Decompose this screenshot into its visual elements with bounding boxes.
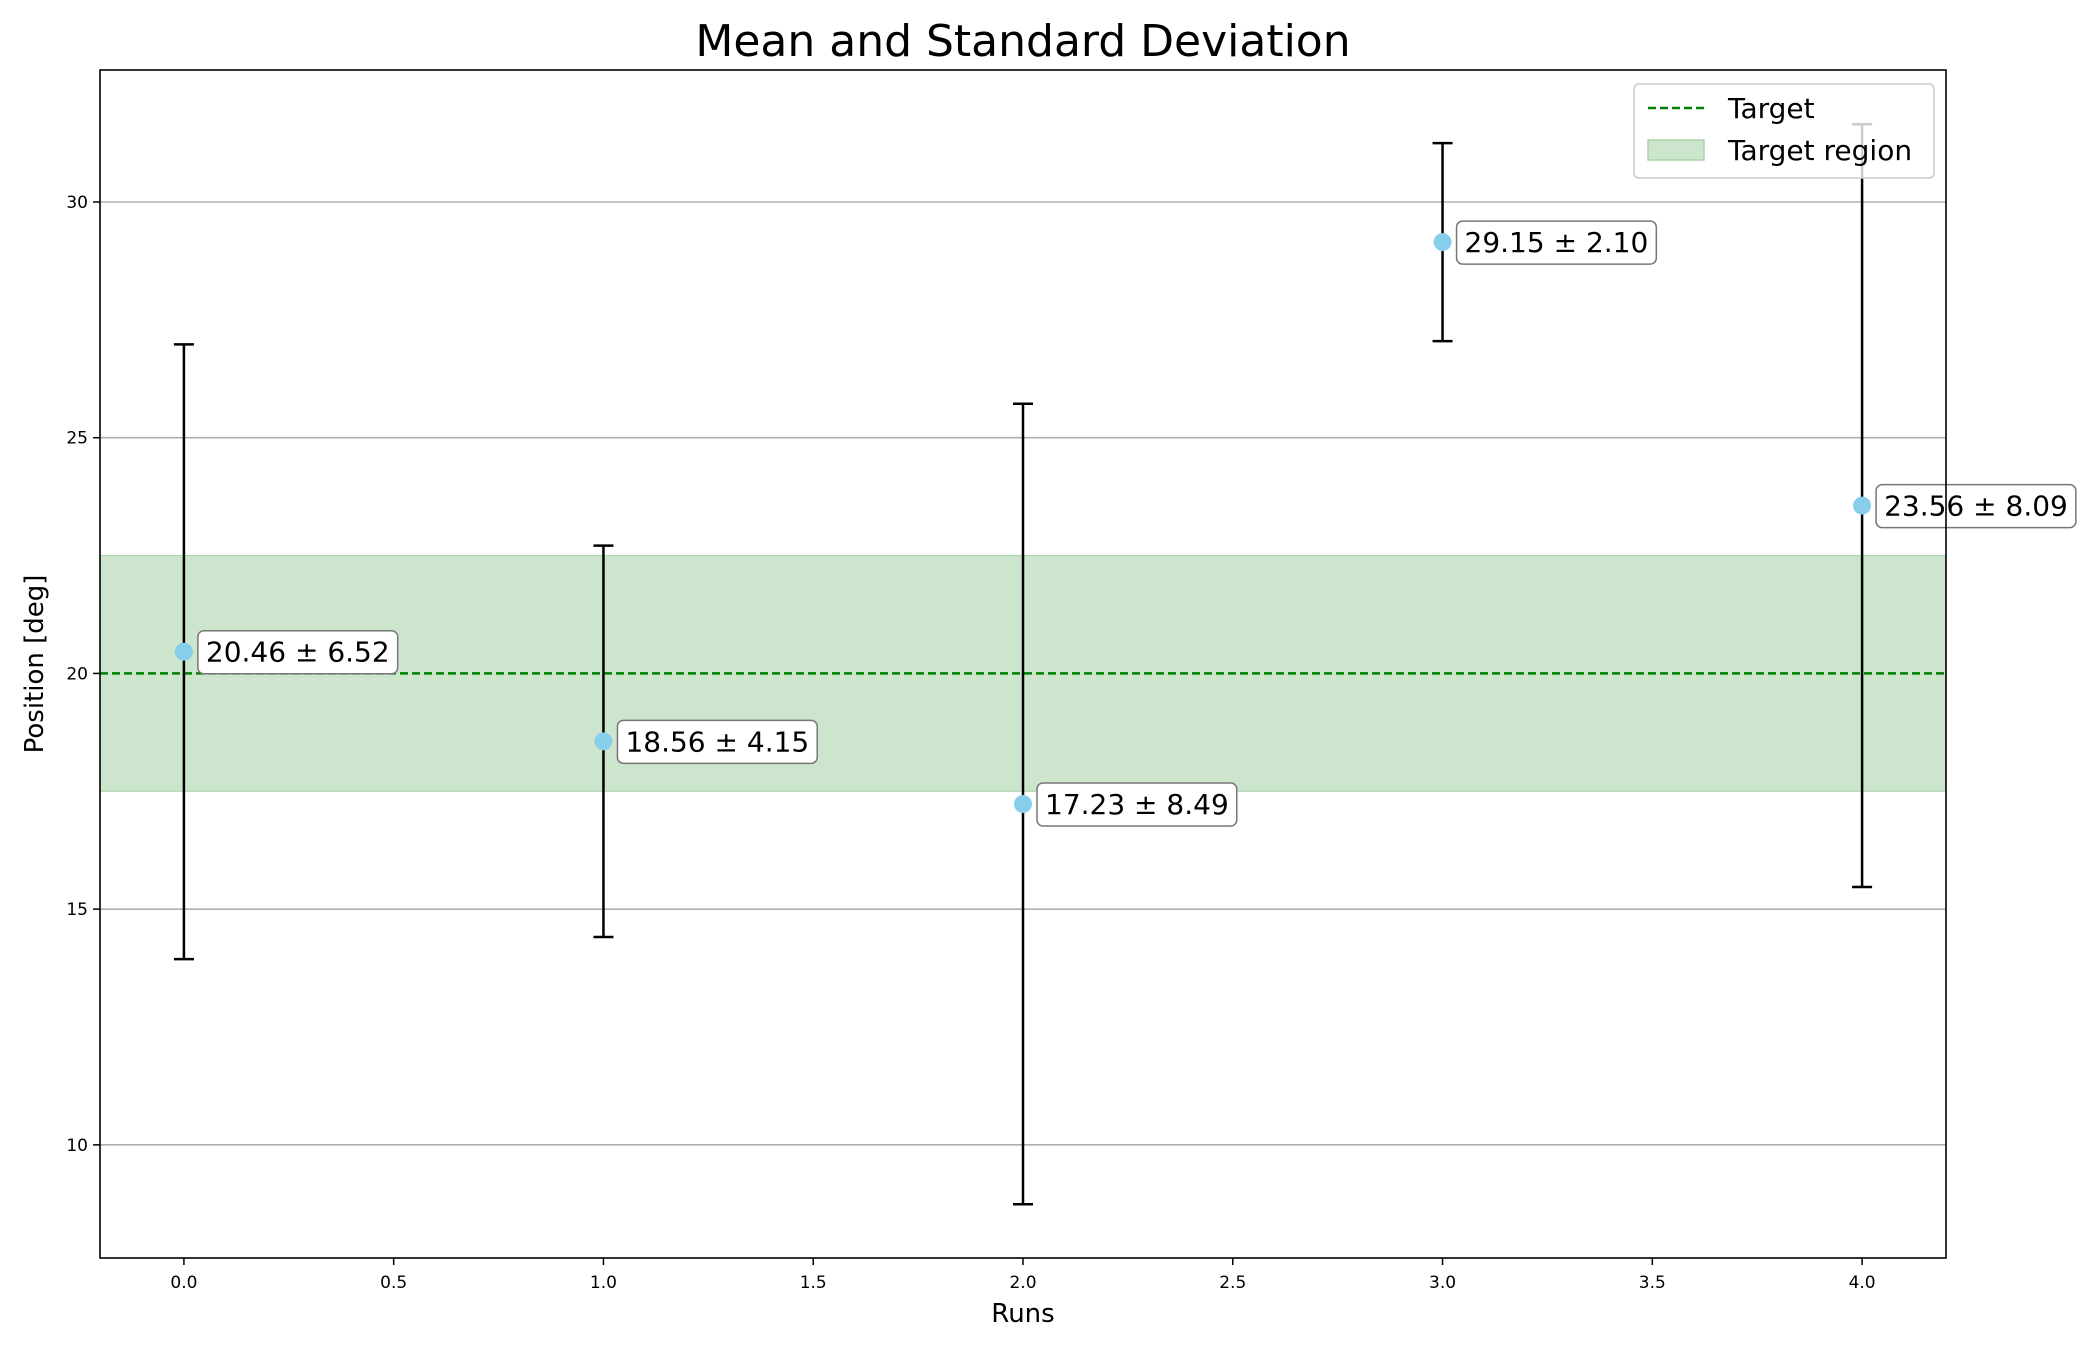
legend-target-label: Target	[1727, 92, 1815, 125]
annotation-box	[1875, 483, 2077, 529]
x-axis-label: Runs	[991, 1299, 1054, 1329]
legend-box	[1633, 83, 1935, 179]
x-tick-label: 3.0	[1429, 1273, 1456, 1293]
y-tick-label: 20	[66, 664, 88, 684]
annotation: 29.15 ± 2.10	[1455, 220, 1658, 265]
annotation-label: 17.23 ± 8.49	[1045, 788, 1229, 821]
x-tick-label: 0.0	[170, 1273, 197, 1293]
legend: Target Target region	[1633, 83, 1935, 179]
annotation-label: 18.56 ± 4.15	[625, 725, 809, 758]
x-tick-label: 0.5	[380, 1273, 407, 1293]
y-tick-label: 15	[66, 900, 88, 920]
annotations-layer: 20.46 ± 6.52 18.56 ± 4.15 17.23 ± 8.49 29.1…	[197, 220, 2077, 827]
x-tick-label: 2.0	[1009, 1273, 1036, 1293]
annotation-box	[616, 719, 818, 765]
x-tick-label: 3.5	[1639, 1273, 1666, 1293]
data-point	[594, 732, 613, 751]
legend-region-swatch	[1647, 139, 1705, 161]
x-tick-label: 2.5	[1219, 1273, 1246, 1293]
y-tick-label: 10	[66, 1136, 88, 1156]
annotation: 17.23 ± 8.49	[1036, 782, 1238, 827]
y-axis-ticks: 10 15 20 25 30	[66, 193, 100, 1156]
annotation-box	[197, 629, 399, 675]
x-tick-label: 4.0	[1849, 1273, 1876, 1293]
annotation-label: 23.56 ± 8.09	[1884, 490, 2068, 523]
data-point	[174, 642, 193, 661]
annotation: 20.46 ± 6.52	[197, 629, 399, 675]
annotation-box	[1455, 220, 1658, 265]
legend-region-label: Target region	[1727, 134, 1912, 167]
data-point	[1014, 795, 1032, 814]
chart-title: Mean and Standard Deviation	[695, 16, 1350, 67]
annotation: 18.56 ± 4.15	[616, 719, 818, 765]
annotation-box	[1036, 782, 1238, 827]
x-tick-label: 1.0	[590, 1273, 617, 1293]
y-tick-label: 25	[66, 429, 88, 449]
annotation-label: 29.15 ± 2.10	[1465, 226, 1649, 259]
annotation: 23.56 ± 8.09	[1875, 483, 2077, 529]
points-layer	[174, 233, 1872, 814]
y-tick-label: 30	[66, 193, 88, 213]
annotation-label: 20.46 ± 6.52	[206, 636, 390, 669]
data-point	[1853, 496, 1872, 515]
x-axis-ticks: 0.0 0.5 1.0 1.5 2.0 2.5 3.0 3.5 4.0	[170, 1258, 1876, 1293]
data-point	[1433, 233, 1452, 252]
y-axis-label: Position [deg]	[20, 575, 50, 754]
x-tick-label: 1.5	[800, 1273, 827, 1293]
